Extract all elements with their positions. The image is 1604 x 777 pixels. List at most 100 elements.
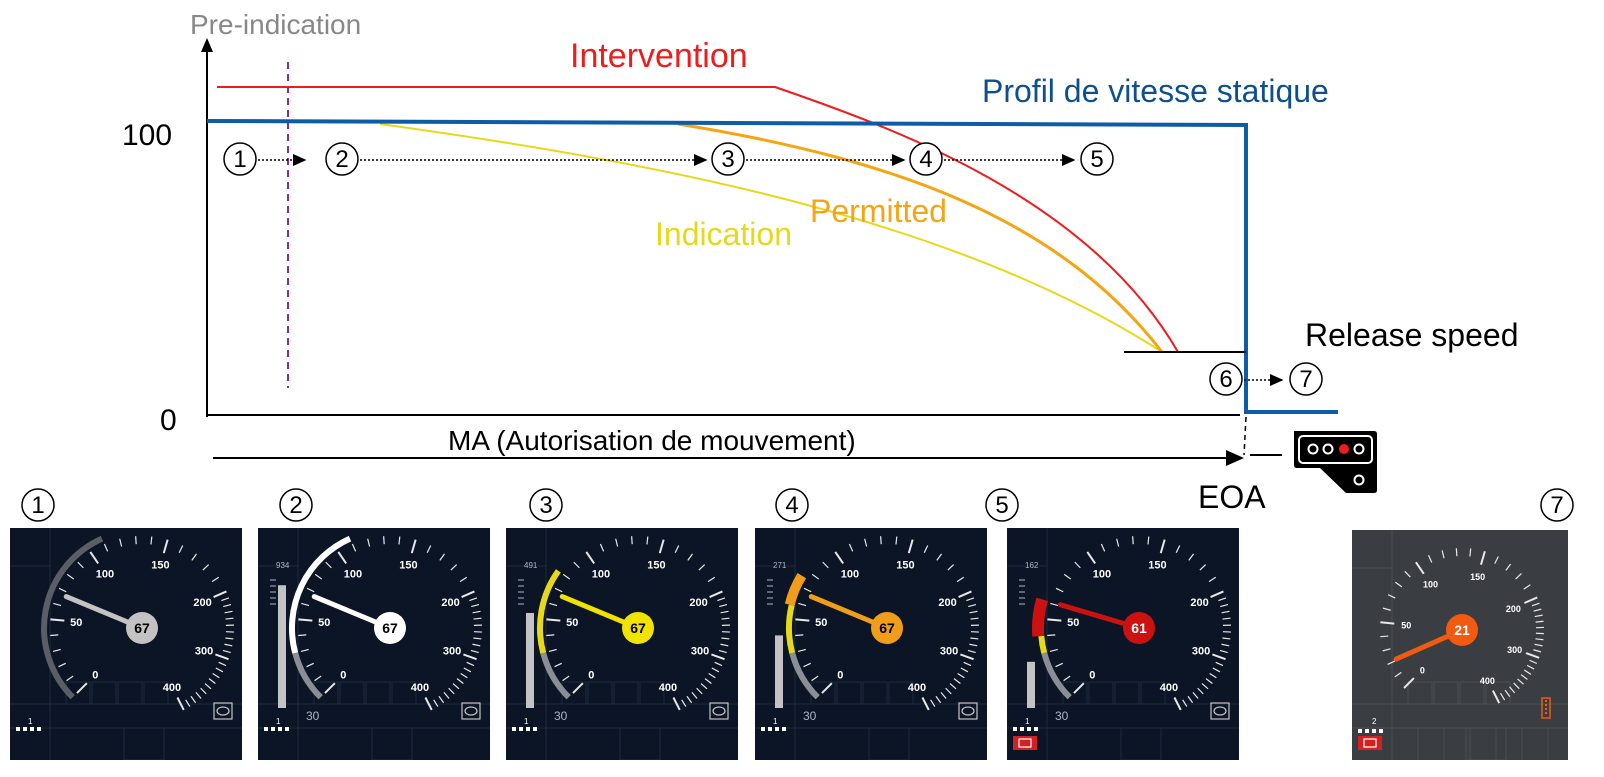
svg-text:150: 150	[647, 560, 665, 572]
signal-icon	[1294, 431, 1377, 493]
current-speed-value: 67	[134, 620, 150, 636]
full-supervision-mode-icon	[709, 702, 729, 720]
full-supervision-mode-icon	[213, 702, 233, 720]
step-marker-2: 2	[325, 142, 359, 176]
svg-text:100: 100	[841, 568, 859, 580]
distance-bar	[1027, 661, 1035, 708]
permitted-label: Permitted	[810, 193, 947, 229]
target-speed-value: 30	[1055, 709, 1069, 723]
intervention-label: Intervention	[570, 37, 748, 75]
svg-text:3: 3	[539, 492, 552, 519]
target-distance-value: 491	[524, 561, 538, 570]
svg-text:150: 150	[399, 560, 417, 572]
svg-text:7: 7	[1299, 366, 1312, 393]
permitted-curve	[677, 122, 1164, 353]
svg-text:0: 0	[837, 670, 843, 682]
level-indicator-icon: 1	[512, 717, 537, 731]
ma-label: MA (Autorisation de mouvement)	[448, 425, 856, 456]
indication-label: Indication	[655, 216, 792, 252]
y-axis-label-100: 100	[122, 119, 172, 152]
panel-step-label-3: 3	[529, 488, 563, 522]
dmi-panel-1: 0 50 100 150 200 300 400 67 1	[10, 528, 242, 760]
eoa-label: EOA	[1198, 479, 1266, 515]
svg-text:150: 150	[1470, 572, 1485, 582]
level-indicator-icon: 1	[761, 717, 786, 731]
svg-text:50: 50	[1067, 617, 1079, 629]
svg-text:400: 400	[163, 682, 181, 694]
svg-text:150: 150	[151, 560, 169, 572]
svg-text:1: 1	[28, 717, 33, 726]
step-marker-1: 1	[223, 142, 257, 176]
svg-text:150: 150	[896, 560, 914, 572]
current-speed-value: 67	[630, 620, 646, 636]
svg-text:0: 0	[340, 670, 346, 682]
svg-text:400: 400	[1480, 676, 1495, 686]
dmi-panel-4: 271 30 0 50 100 150 200 300 400 67 1	[755, 528, 987, 760]
svg-text:6: 6	[1219, 366, 1232, 393]
svg-text:100: 100	[96, 568, 114, 580]
svg-text:1: 1	[1025, 717, 1030, 726]
intervention-curve	[217, 86, 1179, 353]
dmi-panel-2: 934 30 0 50 100 150 200 300 400 67 1	[258, 528, 490, 760]
svg-text:300: 300	[1192, 645, 1210, 657]
svg-text:300: 300	[691, 645, 709, 657]
speed-hub	[126, 612, 158, 644]
svg-text:0: 0	[588, 670, 594, 682]
svg-text:1: 1	[773, 717, 778, 726]
speed-hub	[622, 612, 654, 644]
svg-text:1: 1	[276, 717, 281, 726]
speed-hub	[374, 612, 406, 644]
svg-text:50: 50	[1401, 621, 1411, 631]
svg-text:200: 200	[689, 597, 707, 609]
distance-bar	[526, 612, 534, 708]
step-marker-4: 4	[909, 142, 943, 176]
svg-text:400: 400	[1160, 682, 1178, 694]
svg-text:0: 0	[1420, 666, 1425, 676]
target-distance-value: 934	[276, 561, 290, 570]
panel-step-label-4: 4	[775, 488, 809, 522]
step-marker-3: 3	[711, 142, 745, 176]
panel-step-label-2: 2	[279, 488, 313, 522]
target-speed-value: 30	[803, 709, 817, 723]
current-speed-value: 21	[1454, 622, 1470, 638]
panel-step-label-5: 5	[985, 488, 1019, 522]
svg-text:400: 400	[411, 682, 429, 694]
svg-text:100: 100	[1423, 580, 1438, 590]
svg-text:200: 200	[193, 597, 211, 609]
svg-text:5: 5	[995, 492, 1008, 519]
svg-text:2: 2	[335, 146, 348, 173]
svg-text:100: 100	[344, 568, 362, 580]
svg-text:2: 2	[289, 492, 302, 519]
speed-hub	[1446, 614, 1478, 646]
speed-hub	[871, 612, 903, 644]
svg-text:50: 50	[566, 617, 578, 629]
svg-text:7: 7	[1550, 492, 1563, 519]
svg-text:0: 0	[1089, 670, 1095, 682]
pre-indication-label: Pre-indication	[190, 9, 361, 40]
svg-text:2: 2	[1372, 717, 1377, 726]
panel-step-label-1: 1	[21, 488, 55, 522]
panel-step-label-7: 7	[1540, 488, 1574, 522]
svg-text:50: 50	[70, 617, 82, 629]
level-indicator-icon: 1	[264, 717, 289, 731]
full-supervision-mode-icon	[958, 702, 978, 720]
level-indicator-icon: 1	[16, 717, 41, 731]
target-distance-value: 162	[1025, 561, 1039, 570]
svg-text:200: 200	[1190, 597, 1208, 609]
step-marker-5: 5	[1080, 142, 1114, 176]
svg-text:0: 0	[92, 670, 98, 682]
svg-text:400: 400	[908, 682, 926, 694]
svg-text:300: 300	[443, 645, 461, 657]
dmi-panel-7: 0 50 100 150 200 300 400 21 2	[1352, 530, 1568, 760]
step-markers: 1 2 3 4 5 6 7	[223, 142, 1323, 396]
svg-text:200: 200	[1506, 604, 1521, 614]
svg-text:300: 300	[940, 645, 958, 657]
static-speed-profile	[206, 119, 1338, 414]
distance-bar	[775, 635, 783, 708]
indication-curve	[379, 123, 1163, 353]
track-ahead-free-icon	[1541, 697, 1551, 719]
level-indicator-icon: 1	[1013, 717, 1038, 750]
target-distance-value: 271	[773, 561, 787, 570]
svg-text:50: 50	[815, 617, 827, 629]
svg-text:200: 200	[441, 597, 459, 609]
